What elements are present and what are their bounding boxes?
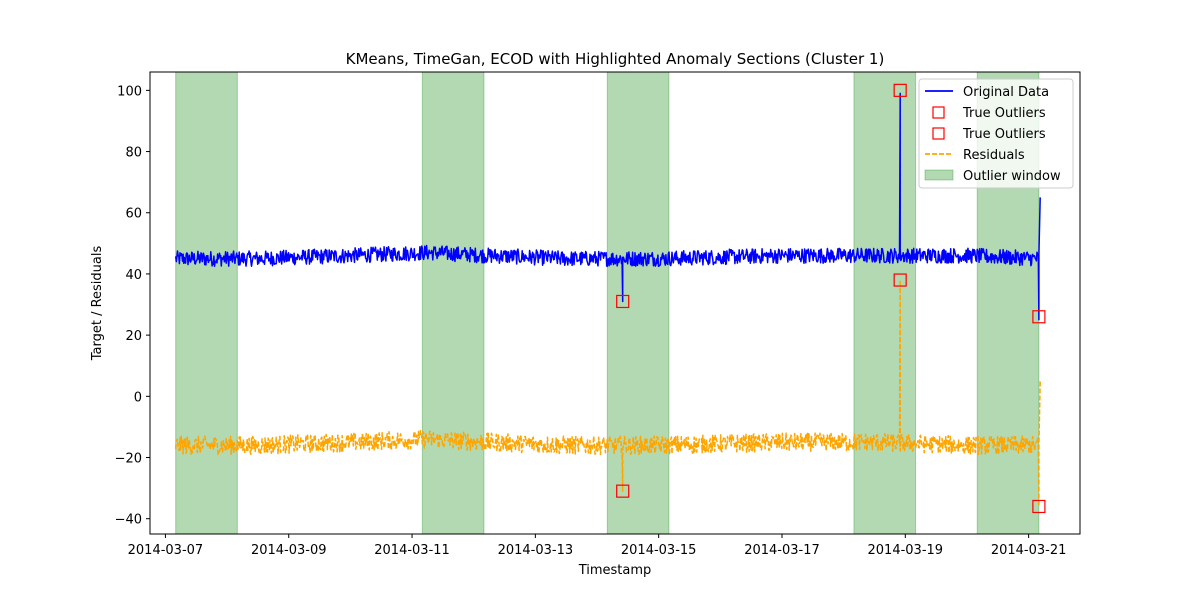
x-tick-label: 2014-03-15 [621,543,697,558]
legend-square-swatch [932,106,945,119]
plot-frame [149,71,1081,535]
y-tick-label: 0 [134,390,142,405]
true-outlier-marker [1032,310,1046,324]
legend-patch-swatch [924,169,954,181]
series-line [174,279,1041,508]
x-tick-label: 2014-03-21 [991,543,1067,558]
y-tick-label: 20 [125,329,142,344]
y-axis-ticks: −40 −20 0 20 40 60 80 100 [115,84,150,528]
y-tick-label: −40 [115,513,142,528]
outlier-window [606,71,670,535]
legend-frame [918,78,1074,189]
x-tick-label: 2014-03-19 [868,543,944,558]
y-tick-label: 80 [125,146,142,161]
x-axis-ticks: 2014-03-07 2014-03-09 2014-03-11 2014-03-13… [128,534,1067,558]
legend-square-swatch [932,127,945,140]
series-line [174,92,1041,321]
outlier-window [853,71,917,535]
true-outlier-marker [893,273,907,287]
y-axis-label: Target / Residuals [90,246,105,362]
true-outlier-marker [893,83,907,97]
true-outlier-marker [616,294,630,309]
x-tick-label: 2014-03-07 [128,543,204,558]
x-tick-label: 2014-03-17 [744,543,820,558]
true-outliers-layer [616,83,1046,514]
y-tick-label: 40 [125,268,142,283]
outlier-window [175,71,238,535]
y-tick-label: 60 [125,207,142,222]
y-tick-label: −20 [115,452,142,467]
x-tick-label: 2014-03-11 [374,543,450,558]
y-tick-label: 100 [117,84,142,99]
series-layer [174,92,1041,508]
x-axis-label: Timestamp [578,563,652,578]
legend-label: Original Data [963,85,1049,100]
legend-label: True Outliers [962,106,1046,121]
legend-label: Residuals [963,148,1025,163]
true-outlier-marker [1032,499,1046,514]
outlier-window [421,71,485,535]
legend: Original Data True Outliers True Outlier… [918,78,1074,189]
legend-label: Outlier window [963,169,1061,184]
true-outlier-marker [616,484,630,498]
x-tick-label: 2014-03-13 [498,543,574,558]
chart-title: KMeans, TimeGan, ECOD with Highlighted A… [346,50,885,68]
x-tick-label: 2014-03-09 [251,543,327,558]
legend-label: True Outliers [962,127,1046,142]
outlier-windows [175,71,1040,535]
